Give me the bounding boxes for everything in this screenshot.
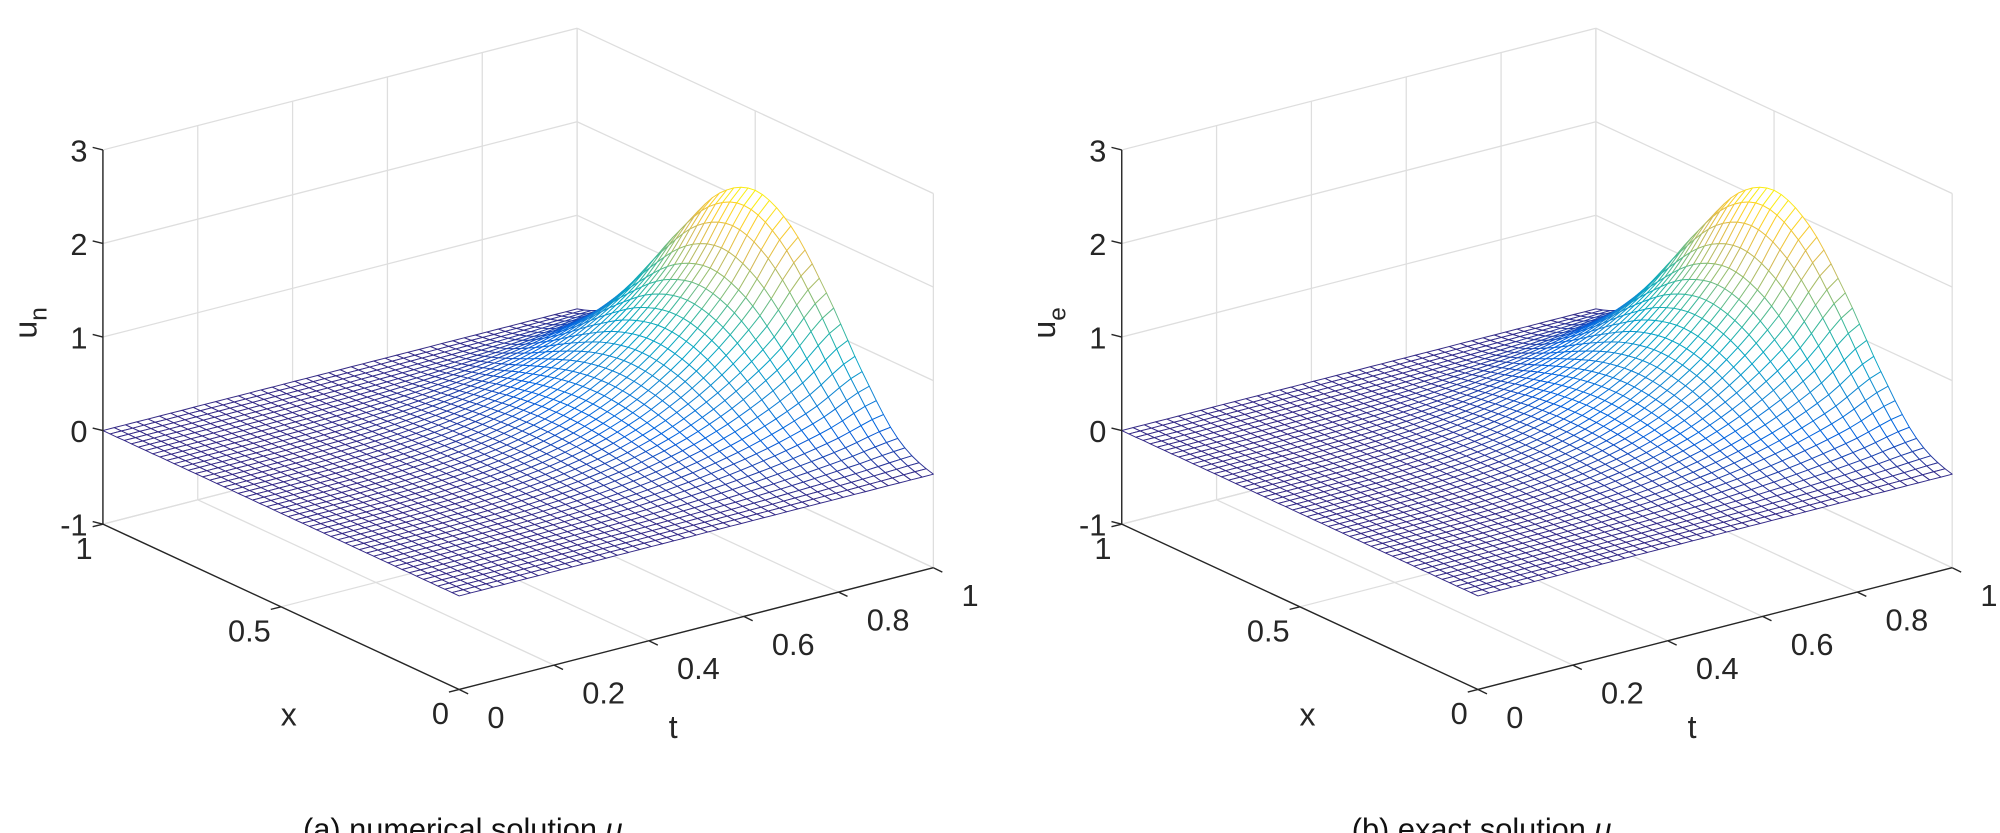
- z-tick-label: 3: [1089, 133, 1106, 168]
- z-tick-mark: [92, 333, 104, 338]
- x-tick-mark: [1467, 688, 1479, 693]
- z-tick-mark: [1111, 146, 1122, 151]
- x-tick-label: 0: [1451, 696, 1468, 731]
- z-tick-label: 3: [70, 133, 87, 168]
- t-tick-mark: [1477, 688, 1488, 695]
- t-axis-label: t: [669, 709, 678, 745]
- z-tick-mark: [1111, 427, 1122, 432]
- z-tick-label: 1: [1089, 321, 1106, 356]
- x-axis-label: x: [281, 696, 297, 732]
- t-tick-mark: [553, 664, 564, 671]
- y-axis-line: [1477, 567, 1953, 691]
- z-tick-label: 0: [1089, 414, 1106, 449]
- x-tick-label: 0.5: [1247, 613, 1290, 648]
- t-tick-mark: [743, 615, 753, 622]
- t-tick-label: 0: [487, 700, 504, 735]
- t-tick-label: 0.4: [1696, 651, 1739, 686]
- t-tick-label: 0.2: [1601, 676, 1644, 711]
- panel-b-exact-solution: -1 0 1 2 3 0 0.5 1 0 0.2 0.4 0.6 0.8 1 ue x t (b) exa…: [1026, 27, 1997, 833]
- t-tick-label: 0.8: [867, 603, 910, 638]
- z-tick-mark: [1111, 520, 1122, 525]
- t-tick-label: 1: [962, 578, 979, 613]
- axes: -1 0 1 2 3 0 0.5 1 0 0.2 0.4 0.6 0.8 1: [1079, 133, 1997, 734]
- mesh-cell: [1470, 589, 1490, 597]
- y-axis-line: [459, 567, 934, 691]
- x-tick-label: 1: [76, 531, 93, 566]
- x-tick-mark: [448, 688, 460, 693]
- z-tick-label: 1: [70, 321, 87, 356]
- t-tick-mark: [648, 640, 659, 646]
- t-tick-mark: [1857, 591, 1867, 598]
- t-axis-label: t: [1688, 709, 1697, 745]
- t-tick-mark: [1951, 567, 1962, 573]
- x-tick-label: 0: [432, 696, 449, 731]
- x-tick-mark: [1289, 606, 1301, 611]
- z-axis-label: ue: [1026, 307, 1071, 338]
- t-tick-mark: [1572, 664, 1583, 671]
- x-tick-mark: [92, 523, 104, 528]
- t-tick-mark: [933, 567, 943, 573]
- z-tick-label: 0: [70, 414, 87, 449]
- gridline-z: [1121, 27, 1597, 151]
- gridline-z: [1121, 214, 1597, 338]
- x-tick-mark: [1111, 523, 1122, 528]
- surface-mesh: [1121, 186, 1953, 597]
- t-tick-mark: [1762, 615, 1772, 622]
- t-tick-label: 0.6: [1791, 627, 1834, 662]
- t-tick-label: 0.2: [582, 676, 625, 711]
- gridline-z: [1595, 27, 1953, 195]
- mesh-cell: [451, 589, 471, 597]
- gridline-z: [1121, 121, 1597, 245]
- t-tick-mark: [1667, 640, 1677, 646]
- t-tick-label: 0.6: [772, 627, 815, 662]
- t-tick-label: 0: [1506, 700, 1523, 735]
- x-tick-mark: [270, 606, 282, 611]
- panel-a-numerical-solution: -1 0 1 2 3 0 0.5 1 0 0.2 0.4 0.6 0.8 1 un x t (a) num…: [7, 27, 979, 833]
- x-tick-label: 1: [1094, 531, 1111, 566]
- axes: -1 0 1 2 3 0 0.5 1 0 0.2 0.4 0.6 0.8 1: [60, 133, 978, 734]
- caption: (b) exact solution ue: [1352, 811, 1623, 833]
- caption: (a) numerical solution un: [303, 811, 633, 833]
- z-tick-mark: [92, 146, 104, 151]
- z-tick-mark: [92, 427, 104, 432]
- gridline-z: [102, 214, 578, 338]
- gridline-z: [576, 27, 934, 195]
- z-tick-mark: [92, 240, 104, 245]
- x-tick-label: 0.5: [228, 613, 271, 648]
- z-tick-label: -1: [60, 508, 87, 543]
- t-tick-label: 0.4: [677, 651, 720, 686]
- t-tick-mark: [458, 688, 469, 695]
- z-tick-label: 2: [70, 227, 87, 262]
- z-tick-label: -1: [1079, 508, 1106, 543]
- z-tick-label: 2: [1089, 227, 1106, 262]
- t-tick-mark: [838, 591, 848, 598]
- z-tick-mark: [92, 520, 104, 525]
- gridline-z: [102, 121, 578, 245]
- z-tick-mark: [1111, 333, 1122, 338]
- z-tick-mark: [1111, 240, 1122, 245]
- x-axis-label: x: [1300, 696, 1316, 732]
- t-tick-label: 1: [1980, 578, 1997, 613]
- surface-mesh: [102, 186, 934, 597]
- t-tick-label: 0.8: [1886, 603, 1929, 638]
- z-axis-label: un: [7, 307, 52, 338]
- gridline-z: [102, 27, 578, 151]
